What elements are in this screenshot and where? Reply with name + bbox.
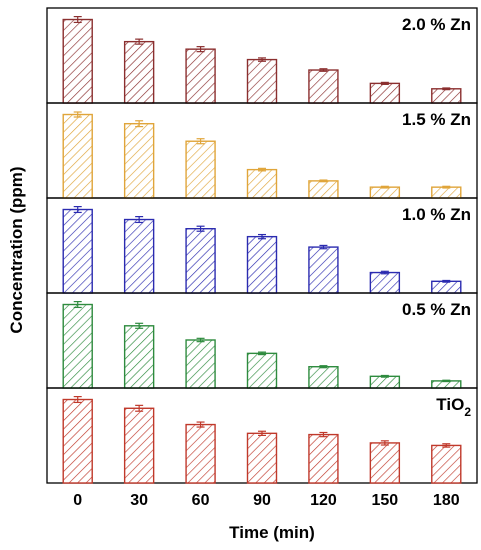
panel-4: TiO2 bbox=[46, 387, 478, 484]
error-bar bbox=[258, 167, 266, 172]
error-bar bbox=[73, 15, 82, 24]
bar bbox=[308, 180, 339, 199]
error-bar bbox=[319, 68, 328, 72]
error-bar bbox=[319, 244, 328, 250]
error-bar bbox=[196, 46, 205, 53]
panel-0: 2.0 % Zn bbox=[46, 7, 478, 104]
bar bbox=[185, 339, 216, 389]
panel-label: 1.5 % Zn bbox=[402, 110, 471, 129]
x-axis-title: Time (min) bbox=[229, 523, 315, 542]
error-bar bbox=[73, 300, 82, 309]
panel-1: 1.5 % Zn bbox=[46, 102, 478, 199]
x-tick-label: 90 bbox=[253, 492, 271, 509]
error-bar bbox=[442, 279, 451, 283]
bar bbox=[62, 303, 93, 389]
x-tick-label: 150 bbox=[372, 492, 399, 509]
error-bar bbox=[442, 185, 451, 189]
bar bbox=[369, 186, 401, 199]
error-bar bbox=[73, 395, 82, 404]
bar bbox=[62, 398, 93, 484]
error-bar bbox=[380, 270, 389, 275]
x-tick-label: 30 bbox=[130, 492, 148, 509]
bar bbox=[62, 208, 93, 294]
bar bbox=[246, 432, 278, 484]
bar bbox=[431, 186, 462, 199]
panel-3: 0.5 % Zn bbox=[46, 292, 478, 389]
panel-label: 1.0 % Zn bbox=[402, 205, 471, 224]
error-bar bbox=[135, 404, 144, 412]
bar bbox=[246, 168, 278, 199]
error-bar bbox=[196, 421, 205, 428]
error-bar bbox=[196, 138, 205, 145]
error-bar bbox=[380, 81, 389, 85]
bar bbox=[369, 375, 401, 389]
bar bbox=[369, 82, 401, 104]
bar bbox=[431, 444, 462, 484]
bar bbox=[246, 235, 278, 294]
error-bar bbox=[258, 57, 266, 62]
bar bbox=[62, 18, 93, 104]
panel-2: 1.0 % Zn bbox=[46, 197, 478, 294]
error-bar bbox=[442, 379, 451, 383]
bar bbox=[62, 113, 93, 199]
error-bar bbox=[73, 205, 82, 214]
error-bar bbox=[196, 225, 205, 232]
bar bbox=[123, 218, 155, 294]
bar bbox=[123, 122, 155, 199]
error-bar bbox=[258, 430, 266, 437]
error-bar bbox=[380, 440, 389, 446]
bar bbox=[431, 88, 462, 104]
error-bar bbox=[135, 120, 144, 128]
panel-label: 2.0 % Zn bbox=[402, 15, 471, 34]
y-axis-title: Concentration (ppm) bbox=[7, 166, 26, 333]
error-bar bbox=[380, 374, 389, 378]
x-tick-label: 120 bbox=[310, 492, 337, 509]
bar bbox=[185, 423, 216, 484]
bar bbox=[246, 352, 278, 389]
bar bbox=[308, 246, 339, 294]
error-bar bbox=[135, 38, 144, 45]
bar bbox=[185, 48, 216, 104]
bar bbox=[123, 325, 155, 389]
error-bar bbox=[319, 179, 328, 183]
bar bbox=[246, 58, 278, 104]
panels-layer: 2.0 % Zn 1.5 % Zn 1.0 % Zn 0.5 % Zn TiO2 bbox=[46, 7, 478, 484]
x-tick-label: 0 bbox=[73, 492, 82, 509]
bar bbox=[185, 228, 216, 294]
panel-label: TiO2 bbox=[436, 395, 471, 419]
bar bbox=[369, 271, 401, 294]
error-bar bbox=[319, 365, 328, 369]
x-axis-ticks: 0 30 60 90 120 150 180 bbox=[73, 492, 459, 509]
error-bar bbox=[135, 322, 144, 329]
bar bbox=[123, 40, 155, 104]
x-tick-label: 180 bbox=[433, 492, 460, 509]
error-bar bbox=[258, 233, 266, 240]
panel-label: 0.5 % Zn bbox=[402, 300, 471, 319]
bar bbox=[308, 433, 339, 484]
error-bar bbox=[380, 185, 389, 189]
error-bar bbox=[258, 351, 266, 356]
bar bbox=[369, 442, 401, 484]
error-bar bbox=[442, 87, 451, 91]
bar bbox=[431, 280, 462, 294]
error-bar bbox=[442, 443, 451, 448]
x-tick-label: 60 bbox=[192, 492, 210, 509]
bar bbox=[308, 69, 339, 104]
error-bar bbox=[73, 111, 82, 118]
error-bar bbox=[135, 216, 144, 224]
error-bar bbox=[196, 337, 205, 343]
bar bbox=[123, 407, 155, 484]
error-bar bbox=[319, 431, 328, 438]
bar bbox=[185, 140, 216, 199]
bar bbox=[308, 366, 339, 389]
